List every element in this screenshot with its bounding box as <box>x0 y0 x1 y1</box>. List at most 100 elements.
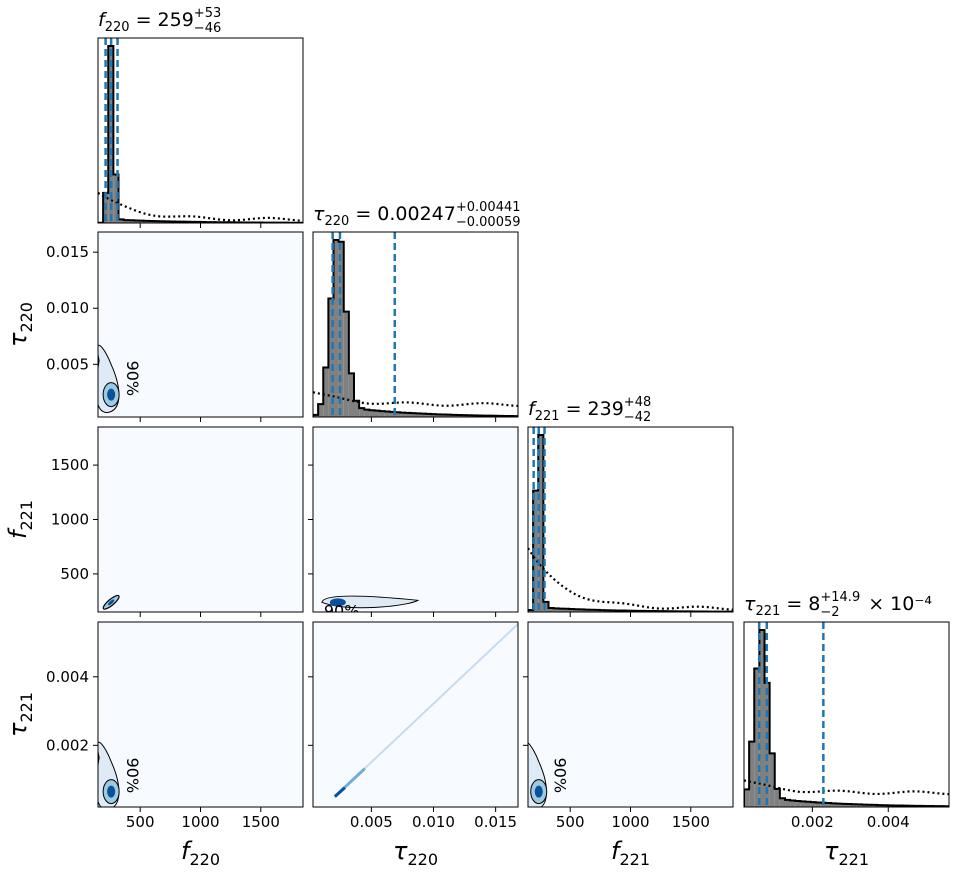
hist-bar <box>589 609 595 612</box>
hist-bar <box>144 220 150 223</box>
hist-bar <box>815 802 821 807</box>
x-tick-label: 0.004 <box>867 813 910 831</box>
axis-subscript: 221 <box>838 850 869 869</box>
x-tick-label: 0.002 <box>791 813 834 831</box>
hist-bar <box>139 220 145 223</box>
hist-bar <box>123 220 129 223</box>
hist-bar <box>831 803 837 807</box>
density-background <box>98 622 303 807</box>
hist-bar <box>846 804 852 807</box>
x-tick-label: 0.005 <box>350 813 393 831</box>
panel-ticks <box>370 417 497 422</box>
hist-bar <box>133 220 139 223</box>
panel-ticks <box>93 464 262 617</box>
hist-bar <box>405 412 411 417</box>
posterior-step-line <box>313 239 518 417</box>
density-background <box>528 622 733 807</box>
contour-label: 90% <box>123 361 142 397</box>
hist-bar <box>343 311 349 417</box>
hist-bar <box>364 409 370 417</box>
x-tick-label: 1500 <box>242 813 280 831</box>
hist-bar <box>400 412 406 417</box>
diag-panel-f220: f220 = 259+53 −46 <box>97 6 304 224</box>
hist-bar <box>333 240 339 417</box>
hist-bar <box>594 609 600 612</box>
hist-bar <box>861 804 867 807</box>
y-tick-label: 0.002 <box>46 736 89 754</box>
panel-title: f220 = 259+53 −46 <box>98 6 221 36</box>
hist-bar <box>553 608 559 612</box>
hist-bar <box>446 414 452 417</box>
axis-subscript: 221 <box>17 692 36 723</box>
hist-bar <box>410 413 416 417</box>
axis-subscript: 221 <box>17 500 36 531</box>
title-value: 239 <box>588 398 624 420</box>
density-core <box>333 786 346 798</box>
y-tick-label: 0.010 <box>46 299 89 317</box>
hist-bar <box>558 608 564 612</box>
hist-bar <box>805 801 811 807</box>
panel-frame <box>743 621 950 808</box>
posterior-step-line <box>98 45 303 223</box>
hist-bar <box>810 802 816 807</box>
panel-ticks <box>569 612 692 617</box>
title-symbol: f <box>98 9 108 31</box>
posterior-step-line <box>528 434 733 612</box>
hist-bar <box>533 490 539 612</box>
title-subscript: 220 <box>324 214 349 229</box>
title-subscript: 221 <box>535 409 560 424</box>
hist-bar <box>395 412 401 417</box>
title-minus: −42 <box>624 410 651 425</box>
hist-bar <box>744 789 750 807</box>
hist-bar <box>436 414 442 417</box>
x-tick-label: 1000 <box>611 813 649 831</box>
y-tick-label: 0.005 <box>46 355 89 373</box>
hist-bar <box>584 609 590 612</box>
title-value: 0.00247 <box>377 203 456 225</box>
axis-symbol: τ <box>4 722 32 737</box>
panel-τ220-vs-f221: 90% <box>312 426 519 620</box>
axis-symbol: τ <box>4 332 32 347</box>
hist-bar <box>379 411 385 417</box>
density-core <box>107 599 115 606</box>
hist-bar <box>851 804 857 807</box>
density-core <box>107 388 116 401</box>
hist-bar <box>359 408 365 417</box>
axis-subscript: 220 <box>407 850 438 869</box>
x-axis-label: f221 <box>611 837 650 869</box>
x-tick-label: 500 <box>556 813 585 831</box>
prior-line <box>98 191 303 222</box>
hist-bar <box>389 411 395 417</box>
hist-bar <box>785 799 791 807</box>
panel-frame <box>312 231 519 418</box>
hist-bar <box>369 410 375 417</box>
title-equals: = <box>349 203 377 225</box>
y-tick-label: 1500 <box>51 456 89 474</box>
hist-bar <box>790 800 796 807</box>
density-core <box>329 598 346 607</box>
panel-frame <box>527 426 734 613</box>
density-ridge <box>334 623 518 798</box>
hist-bar <box>318 404 324 417</box>
hist-bar <box>795 800 801 807</box>
hist-bar <box>113 174 119 223</box>
title-symbol: τ <box>744 593 756 615</box>
hist-bar <box>425 413 431 417</box>
hist-bar <box>323 367 329 417</box>
contour-label: 90% <box>551 758 570 794</box>
panel-title: f221 = 239+48 −42 <box>528 395 651 425</box>
hist-bar <box>451 414 457 417</box>
panel-title: τ221 = 8+14.9 −2 × 10⁻⁴ <box>744 590 932 620</box>
panel-f220-vs-τ220: 90% <box>97 231 304 418</box>
contour-label: 90% <box>324 601 360 620</box>
title-minus: −0.00059 <box>456 215 521 230</box>
hist-bar <box>749 741 755 807</box>
hist-bar <box>867 804 873 807</box>
y-tick-label: 1000 <box>51 511 89 529</box>
panel-f220-vs-f221 <box>97 426 304 613</box>
panel-τ220-vs-τ221 <box>312 621 519 808</box>
hist-bar <box>543 601 549 612</box>
density-background <box>98 427 303 612</box>
hist-bar <box>338 241 344 417</box>
title-subscript: 220 <box>105 20 130 35</box>
